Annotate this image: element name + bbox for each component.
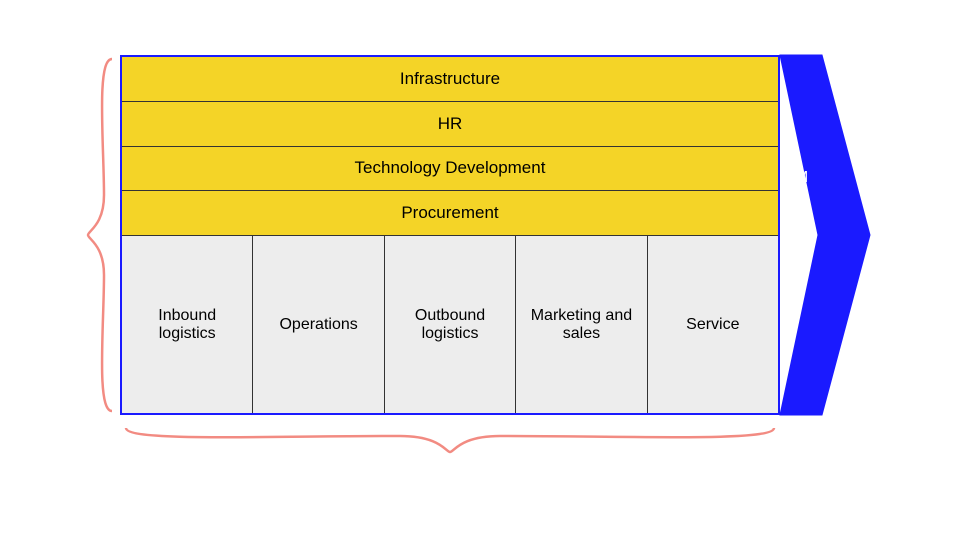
primary-cell-operations: Operations (253, 236, 384, 413)
primary-cell-marketing: Marketing and sales (516, 236, 647, 413)
left-brace (82, 55, 122, 415)
support-row-technology: Technology Development (122, 147, 778, 192)
support-row-hr: HR (122, 102, 778, 147)
primary-cell-outbound: Outbound logistics (385, 236, 516, 413)
primary-cell-service: Service (648, 236, 778, 413)
value-chain-diagram: Margin Infrastructure HR Technology Deve… (120, 55, 840, 415)
primary-activities: Inbound logistics Operations Outbound lo… (122, 235, 778, 413)
bottom-brace (120, 422, 780, 458)
primary-cell-inbound: Inbound logistics (122, 236, 253, 413)
support-activities: Infrastructure HR Technology Development… (122, 57, 778, 235)
support-row-procurement: Procurement (122, 191, 778, 235)
support-row-infrastructure: Infrastructure (122, 57, 778, 102)
chain-box: Infrastructure HR Technology Development… (120, 55, 780, 415)
margin-arrow (780, 55, 870, 415)
